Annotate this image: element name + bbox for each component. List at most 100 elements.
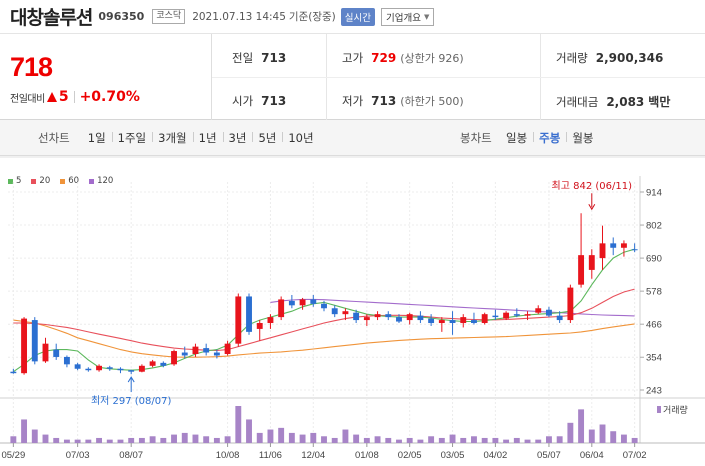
candle-weekly[interactable]: 주봉	[533, 130, 566, 146]
x-tick-label: 03/05	[441, 450, 465, 461]
candle-daily[interactable]: 일봉	[506, 130, 528, 145]
candle-body	[535, 308, 542, 313]
volume-value: 2,900,346	[595, 51, 664, 65]
legend-ma60[interactable]: 60	[60, 176, 79, 186]
candle-body	[363, 317, 370, 321]
high-value: 729	[371, 51, 397, 65]
quote-basis: 기준(장중)	[288, 11, 336, 23]
company-info-button[interactable]: 기업개요 ▼	[380, 7, 435, 26]
volume-bar	[31, 429, 38, 443]
candle-body	[438, 320, 445, 324]
candle-body	[631, 249, 638, 251]
period-bar: 선차트 1일 1주일 3개월 1년 3년 5년 10년 봉차트 일봉 주봉 월봉	[0, 120, 705, 156]
candle-body	[567, 287, 574, 321]
period-1d[interactable]: 1일	[87, 130, 106, 145]
legend-label: 60	[68, 176, 80, 186]
stock-code: 096350	[98, 10, 145, 23]
volume-bar	[556, 436, 563, 443]
stock-header: 대창솔루션 096350 코스닥 2021.07.13 14:45 기준(장중)…	[0, 0, 705, 34]
candle-body	[385, 314, 392, 318]
period-5y[interactable]: 5년	[252, 130, 282, 146]
candle-body	[310, 299, 317, 304]
candle-body	[192, 346, 199, 354]
amount-label: 거래대금	[556, 94, 599, 109]
legend-ma20[interactable]: 20	[31, 176, 50, 186]
open-value: 713	[261, 94, 287, 108]
candlestick-chart[interactable]: 914 802 690 578 466 354 243 05/29 07/03 08/07 10/0…	[0, 156, 705, 466]
y-tick-label: 914	[646, 188, 662, 199]
candle-body	[417, 315, 424, 321]
candle-body	[213, 352, 220, 356]
quote-panel: 718 전일대비 5 +0.70% 전일 713 고가 729 (상한가 926…	[0, 34, 705, 120]
candle-body	[610, 243, 617, 248]
volume-bar	[513, 437, 520, 443]
divider	[73, 91, 75, 103]
ma120-line	[270, 298, 635, 317]
candle-body	[96, 365, 102, 371]
prev-close-value: 713	[261, 51, 287, 65]
period-10y[interactable]: 10년	[282, 130, 319, 146]
y-tick-label: 243	[646, 386, 662, 397]
volume-bar	[278, 427, 285, 443]
x-tick-label: 10/08	[216, 450, 240, 461]
volume-bar	[42, 434, 49, 443]
volume-bar	[588, 429, 595, 443]
volume-bar	[331, 437, 338, 443]
x-tick-label: 04/02	[483, 450, 507, 461]
volume-bar	[192, 434, 199, 443]
candle-body	[481, 314, 488, 324]
volume-cell: 거래량 2,900,346	[556, 50, 663, 66]
x-tick-label: 12/04	[301, 450, 325, 461]
volume-bar	[203, 436, 210, 443]
legend-ma120[interactable]: 120	[89, 176, 113, 186]
x-tick-label: 11/06	[259, 450, 282, 461]
x-tick-label: 05/29	[1, 450, 25, 461]
volume-bar	[535, 439, 542, 443]
candle-body	[460, 317, 467, 324]
volume-bar	[85, 439, 92, 443]
volume-bar	[631, 437, 638, 443]
volume-bar	[610, 431, 617, 443]
candle-body	[74, 364, 81, 369]
candle-body	[235, 296, 242, 344]
high-cell: 고가 729 (상한가 926)	[342, 50, 464, 66]
realtime-button[interactable]: 실시간	[340, 7, 375, 26]
volume-bar	[96, 437, 102, 443]
volume-bar	[481, 437, 488, 443]
volume-bar	[321, 436, 327, 443]
candle-body	[578, 255, 585, 285]
volume-bar	[171, 434, 177, 443]
candle-body	[342, 311, 349, 315]
candle-monthly[interactable]: 월봉	[566, 130, 599, 146]
high-annotation: 최고 842 (06/11)	[552, 180, 633, 192]
volume-bar	[428, 436, 435, 443]
candle-body	[31, 320, 38, 362]
open-cell: 시가 713	[232, 93, 286, 109]
x-tick-label: 05/07	[537, 450, 561, 461]
low-value: 713	[371, 94, 397, 108]
period-1y[interactable]: 1년	[192, 130, 223, 146]
period-1w[interactable]: 1주일	[111, 130, 152, 146]
candle-body	[374, 314, 381, 318]
current-price: 718	[10, 52, 53, 82]
low-arrow-head	[127, 376, 135, 383]
candle-body	[588, 255, 595, 270]
legend-swatch	[8, 178, 13, 184]
candle-body	[278, 299, 285, 318]
change-value: 5	[58, 89, 69, 105]
volume-bar	[267, 429, 274, 443]
period-3m[interactable]: 3개월	[152, 130, 192, 146]
candle-body	[149, 361, 156, 366]
legend-ma5[interactable]: 5	[8, 176, 21, 186]
volume-bar	[74, 439, 81, 443]
volume-bar	[471, 436, 477, 443]
x-tick-label: 06/04	[580, 450, 604, 461]
candle-body	[181, 352, 188, 356]
y-tick-label: 802	[646, 221, 662, 232]
period-3y[interactable]: 3년	[222, 130, 253, 146]
company-info-label: 기업개요	[385, 12, 421, 24]
volume-bar	[181, 432, 188, 443]
volume-bar	[567, 422, 574, 443]
low-label: 저가	[342, 94, 364, 108]
candle-body	[331, 308, 338, 315]
